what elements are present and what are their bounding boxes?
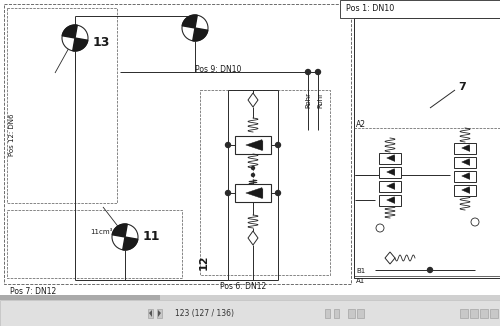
Bar bbox=[454, 142, 476, 154]
Bar bbox=[490, 309, 498, 318]
Circle shape bbox=[226, 142, 230, 147]
Bar bbox=[379, 153, 401, 164]
Bar bbox=[480, 309, 488, 318]
Text: 7: 7 bbox=[458, 82, 466, 92]
Bar bbox=[7, 210, 182, 278]
Polygon shape bbox=[386, 169, 394, 175]
Polygon shape bbox=[72, 38, 88, 51]
Bar bbox=[0, 295, 500, 300]
Bar bbox=[379, 167, 401, 177]
Circle shape bbox=[62, 25, 88, 51]
Circle shape bbox=[306, 69, 310, 75]
Polygon shape bbox=[182, 15, 198, 28]
Bar bbox=[7, 8, 117, 203]
Polygon shape bbox=[62, 25, 78, 38]
Bar bbox=[0, 295, 160, 300]
Polygon shape bbox=[462, 173, 469, 179]
Polygon shape bbox=[462, 159, 469, 165]
Text: A2: A2 bbox=[356, 120, 366, 129]
Bar bbox=[460, 309, 468, 318]
Polygon shape bbox=[462, 187, 469, 193]
Bar bbox=[340, 0, 500, 18]
Bar bbox=[334, 309, 339, 318]
Polygon shape bbox=[386, 197, 394, 203]
Text: Pos 7: DN12: Pos 7: DN12 bbox=[10, 287, 56, 296]
Bar bbox=[235, 136, 271, 154]
Bar bbox=[357, 309, 364, 318]
Polygon shape bbox=[149, 310, 152, 317]
Polygon shape bbox=[246, 187, 262, 199]
Text: Pos 6: DN12: Pos 6: DN12 bbox=[220, 282, 266, 291]
Bar bbox=[354, 18, 500, 278]
Polygon shape bbox=[192, 28, 208, 41]
Bar bbox=[379, 181, 401, 191]
Text: Rohr: Rohr bbox=[305, 92, 311, 108]
Polygon shape bbox=[112, 224, 128, 237]
Polygon shape bbox=[122, 237, 138, 250]
Bar bbox=[148, 309, 153, 318]
Bar bbox=[470, 309, 478, 318]
Bar bbox=[4, 4, 351, 284]
Circle shape bbox=[276, 142, 280, 147]
Text: Rohr: Rohr bbox=[317, 92, 323, 108]
Text: 11cm³: 11cm³ bbox=[90, 229, 112, 235]
Circle shape bbox=[112, 224, 138, 250]
Polygon shape bbox=[462, 145, 469, 151]
Circle shape bbox=[252, 167, 254, 170]
Bar bbox=[200, 90, 330, 275]
Text: 13: 13 bbox=[93, 37, 110, 50]
Text: B1: B1 bbox=[356, 268, 365, 274]
Bar bbox=[235, 184, 271, 202]
Circle shape bbox=[316, 69, 320, 75]
Text: Pos 1: DN10: Pos 1: DN10 bbox=[346, 4, 394, 13]
Text: Pos 9: DN10: Pos 9: DN10 bbox=[195, 65, 242, 74]
Text: 12: 12 bbox=[199, 254, 209, 270]
Polygon shape bbox=[158, 310, 161, 317]
Polygon shape bbox=[386, 183, 394, 189]
Circle shape bbox=[252, 173, 254, 176]
Bar bbox=[379, 195, 401, 205]
Bar bbox=[454, 185, 476, 196]
Polygon shape bbox=[386, 155, 394, 161]
Text: A1: A1 bbox=[356, 278, 365, 284]
Circle shape bbox=[226, 190, 230, 196]
Circle shape bbox=[276, 190, 280, 196]
Bar bbox=[325, 309, 330, 318]
Bar bbox=[0, 300, 500, 326]
Text: 11: 11 bbox=[143, 230, 160, 244]
Circle shape bbox=[428, 268, 432, 273]
Polygon shape bbox=[246, 140, 262, 150]
Bar bbox=[348, 309, 355, 318]
Circle shape bbox=[182, 15, 208, 41]
Text: 123 (127 / 136): 123 (127 / 136) bbox=[175, 309, 234, 318]
Text: Pos 12: DN6: Pos 12: DN6 bbox=[9, 114, 15, 156]
Bar bbox=[454, 170, 476, 182]
Bar bbox=[157, 309, 162, 318]
Bar bbox=[454, 156, 476, 168]
